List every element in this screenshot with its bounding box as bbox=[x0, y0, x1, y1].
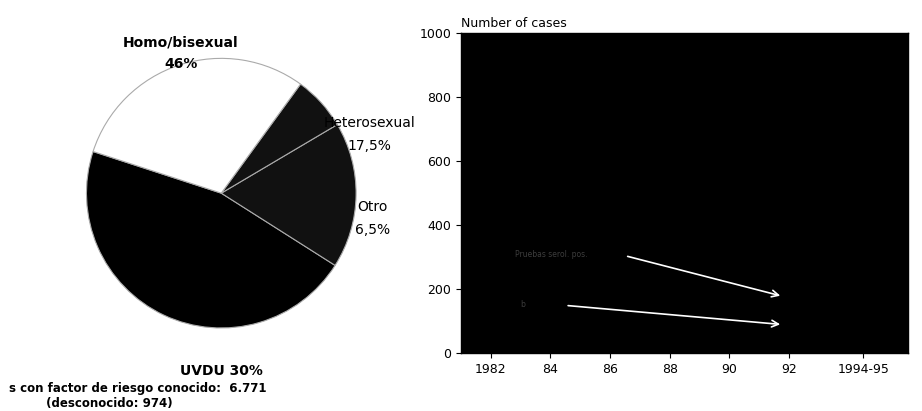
Text: Homo/bisexual: Homo/bisexual bbox=[123, 35, 239, 49]
Text: UVDU 30%: UVDU 30% bbox=[180, 364, 263, 378]
Wedge shape bbox=[221, 125, 356, 266]
Wedge shape bbox=[93, 58, 301, 193]
Text: Otro: Otro bbox=[357, 200, 387, 214]
Text: s con factor de riesgo conocido:  6.771
         (desconocido: 974): s con factor de riesgo conocido: 6.771 (… bbox=[9, 382, 266, 410]
Text: 46%: 46% bbox=[164, 57, 197, 71]
Text: Heterosexual: Heterosexual bbox=[324, 116, 416, 130]
Wedge shape bbox=[221, 84, 337, 193]
Text: Number of cases: Number of cases bbox=[461, 17, 567, 30]
Text: Pruebas serol. pos.: Pruebas serol. pos. bbox=[514, 250, 587, 259]
Text: b: b bbox=[521, 300, 526, 309]
Text: 17,5%: 17,5% bbox=[348, 139, 392, 153]
Text: 6,5%: 6,5% bbox=[355, 223, 390, 237]
Wedge shape bbox=[87, 152, 335, 328]
